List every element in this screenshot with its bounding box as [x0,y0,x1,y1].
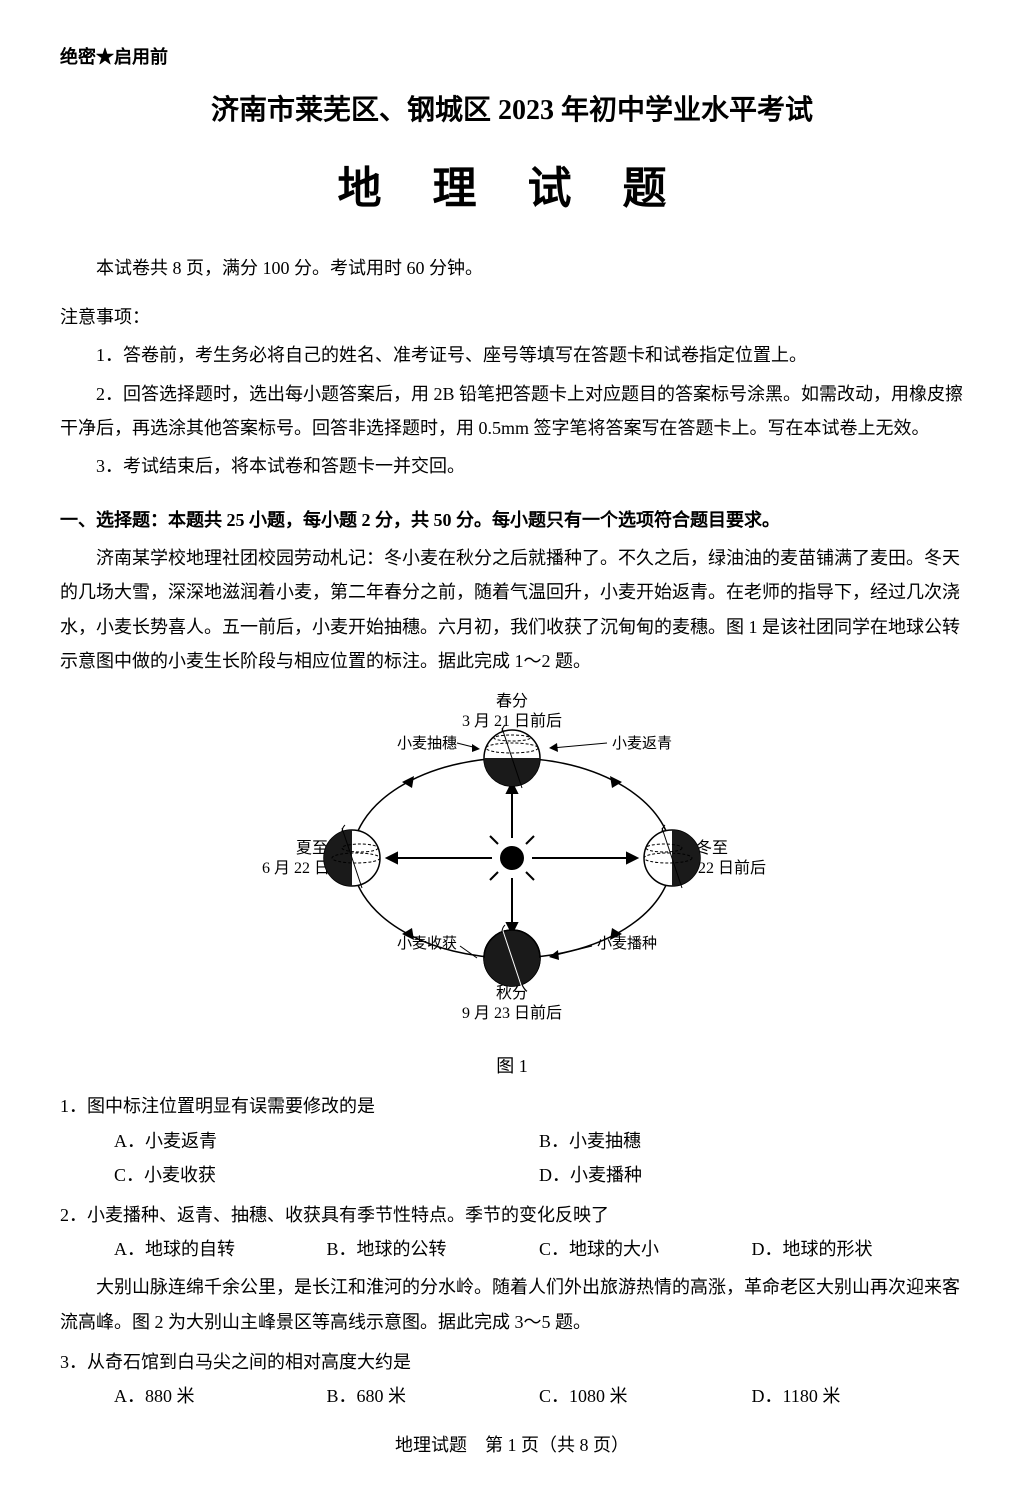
question-3: 3．从奇石馆到白马尖之间的相对高度大约是 A．880 米 B．680 米 C．1… [60,1345,964,1413]
instruction-2: 2．回答选择题时，选出每小题答案后，用 2B 铅笔把答题卡上对应题目的答案标号涂… [60,377,964,445]
label-fanqing: 小麦返青 [612,735,672,752]
q3-opt-c: C．1080 米 [539,1379,752,1413]
q2-opt-b: B．地球的公转 [327,1232,540,1266]
date-chunfen: 3 月 21 日前后 [462,712,562,730]
label-shouhuo: 小麦收获 [397,935,457,952]
q3-opt-b: B．680 米 [327,1379,540,1413]
orbit-arrow-tr [610,776,622,788]
earth-bottom [484,925,540,988]
instruction-1: 1．答卷前，考生务必将自己的姓名、准考证号、座号等填写在答题卡和试卷指定位置上。 [60,338,964,372]
q2-opt-a: A．地球的自转 [114,1232,327,1266]
exam-region-title: 济南市莱芜区、钢城区 2023 年初中学业水平考试 [60,84,964,137]
q1-num: 1． [60,1096,87,1116]
q3-num: 3． [60,1352,87,1372]
orbit-diagram-svg: 春分 3 月 21 日前后 夏至 6 月 22 日前后 冬至 12 月 22 日… [252,688,772,1028]
figure-1: 春分 3 月 21 日前后 夏至 6 月 22 日前后 冬至 12 月 22 日… [60,688,964,1039]
section-1-header: 一、选择题：本题共 25 小题，每小题 2 分，共 50 分。每小题只有一个选项… [60,503,964,537]
q1-opt-c: C．小麦收获 [114,1158,539,1192]
q2-stem: 小麦播种、返青、抽穗、收获具有季节性特点。季节的变化反映了 [87,1205,609,1225]
earth-right [644,825,700,888]
exam-info: 本试卷共 8 页，满分 100 分。考试用时 60 分钟。 [60,251,964,285]
instruction-3: 3．考试结束后，将本试卷和答题卡一并交回。 [60,449,964,483]
page-footer: 地理试题 第 1 页（共 8 页） [60,1428,964,1462]
passage-1: 济南某学校地理社团校园劳动札记：冬小麦在秋分之后就播种了。不久之后，绿油油的麦苗… [60,541,964,678]
figure-1-caption: 图 1 [60,1049,964,1083]
confidential-label: 绝密★启用前 [60,40,964,74]
q3-stem: 从奇石馆到白马尖之间的相对高度大约是 [87,1352,411,1372]
label-chunfen: 春分 [496,692,528,710]
question-1: 1．图中标注位置明显有误需要修改的是 A．小麦返青 B．小麦抽穗 C．小麦收获 … [60,1089,964,1192]
q1-opt-b: B．小麦抽穗 [539,1124,964,1158]
label-chousui: 小麦抽穗 [397,735,457,752]
q1-stem: 图中标注位置明显有误需要修改的是 [87,1096,375,1116]
q1-opt-a: A．小麦返青 [114,1124,539,1158]
q1-opt-d: D．小麦播种 [539,1158,964,1192]
passage-2: 大别山脉连绵千余公里，是长江和淮河的分水岭。随着人们外出旅游热情的高涨，革命老区… [60,1270,964,1338]
date-qiufen: 9 月 23 日前后 [462,1004,562,1022]
exam-subject-title: 地 理 试 题 [60,147,964,231]
q3-opt-d: D．1180 米 [752,1379,965,1413]
q2-num: 2． [60,1205,87,1225]
orbit-arrow-tl [402,776,414,788]
notice-header: 注意事项： [60,300,964,334]
earth-left [324,825,380,888]
earth-top [484,725,540,788]
label-xiazhi: 夏至 [296,840,328,857]
q2-opt-c: C．地球的大小 [539,1232,752,1266]
label-bozhong: 小麦播种 [597,935,657,952]
q2-opt-d: D．地球的形状 [752,1232,965,1266]
q3-opt-a: A．880 米 [114,1379,327,1413]
question-2: 2．小麦播种、返青、抽穗、收获具有季节性特点。季节的变化反映了 A．地球的自转 … [60,1198,964,1266]
label-dongzhi: 冬至 [696,839,728,857]
